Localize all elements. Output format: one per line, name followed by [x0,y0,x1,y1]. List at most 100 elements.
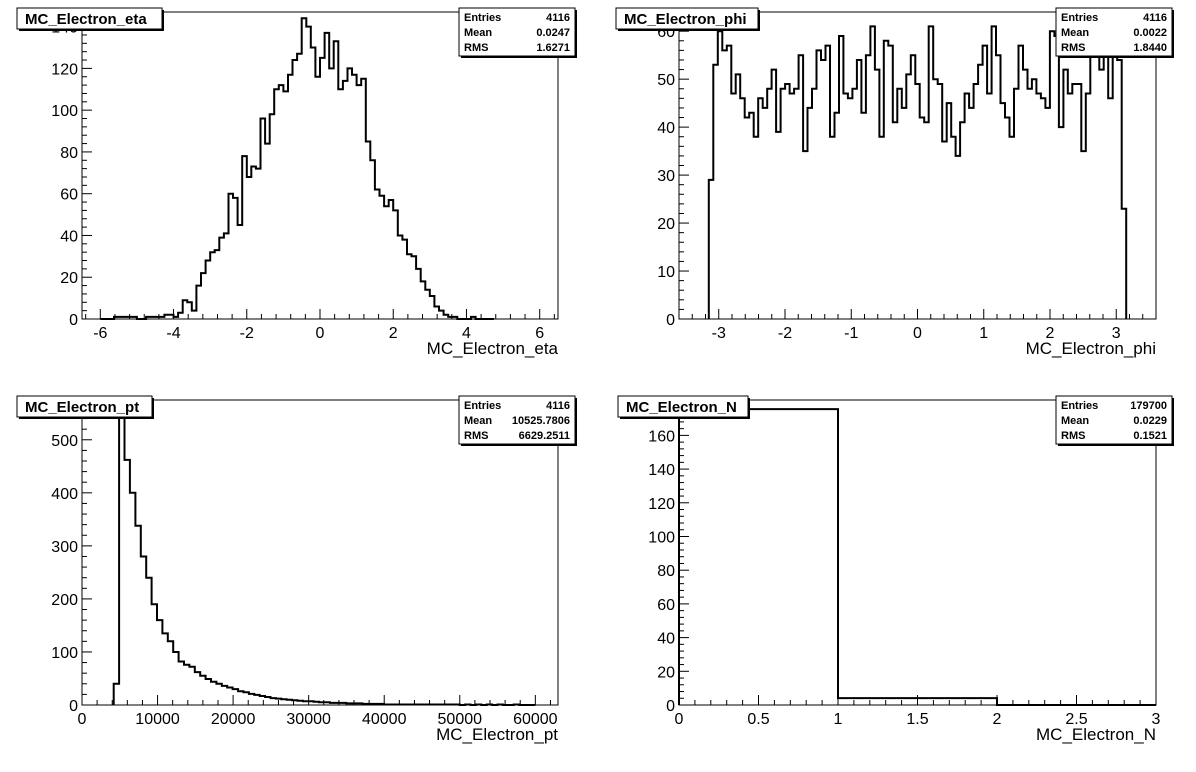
y-tick-label: 80 [657,563,675,580]
x-tick-label: 2 [389,325,398,342]
x-tick-label: 3 [1152,711,1161,728]
y-tick-label: 300 [51,539,78,556]
stats-label: RMS [1061,430,1085,442]
y-tick-label: 0 [666,698,675,715]
y-tick-label: 100 [51,103,78,120]
x-tick-label: 20000 [211,711,256,728]
stats-label: Entries [1061,400,1098,412]
plot-title: MC_Electron_phi [624,11,747,28]
y-tick-label: 500 [51,433,78,450]
y-tick-label: 120 [51,61,78,78]
x-tick-label: 2 [993,711,1002,728]
stats-label: Mean [1061,415,1089,427]
y-tick-label: 60 [657,597,675,614]
x-axis-title: MC_Electron_N [1036,725,1156,744]
y-tick-label: 100 [51,645,78,662]
y-tick-label: 140 [648,462,675,479]
x-tick-label: 1.5 [906,711,928,728]
x-axis-title: MC_Electron_pt [436,725,558,744]
histogram-line [100,17,494,320]
y-tick-label: 30 [657,168,675,185]
stats-value: 6629.2511 [519,430,570,442]
histogram-line [707,25,1128,319]
y-tick-label: 20 [657,664,675,681]
x-tick-label: -6 [93,325,107,342]
y-tick-label: 40 [657,631,675,648]
x-tick-label: 0 [78,711,87,728]
y-tick-label: 0 [666,312,675,329]
x-tick-label: -4 [166,325,180,342]
stats-label: RMS [464,42,488,54]
title-box [617,395,749,418]
x-tick-label: 1 [834,711,843,728]
x-tick-label: -1 [844,325,858,342]
stats-box [1055,7,1173,57]
plot-title: MC_Electron_pt [25,399,139,416]
stats-value: 10525.7806 [512,415,570,427]
y-tick-label: 400 [51,486,78,503]
x-tick-label: 6 [535,325,544,342]
stats-label: Entries [464,12,501,24]
y-tick-label: 20 [657,216,675,233]
stats-value: 4116 [546,12,570,24]
x-tick-label: 2.5 [1065,711,1087,728]
x-tick-label: 0.5 [747,711,769,728]
y-tick-label: 160 [648,428,675,445]
title-box [16,395,153,418]
x-axis-title: MC_Electron_eta [427,339,559,358]
x-tick-label: 10000 [135,711,180,728]
y-tick-label: 100 [648,529,675,546]
x-tick-label: 3 [1112,325,1121,342]
plot-frame [678,11,1157,320]
stats-label: RMS [1061,42,1085,54]
stats-box [1055,395,1173,445]
x-axis-title: MC_Electron_phi [1026,339,1156,358]
histogram-panel-n: 00.511.522.53020406080100120140160180MC_… [617,395,1174,744]
y-tick-label: 20 [60,270,78,287]
y-tick-label: 60 [60,187,78,204]
plot-frame [81,399,559,706]
y-tick-label: 40 [657,120,675,137]
stats-box [458,395,576,445]
stats-value: 0.0022 [1133,27,1167,39]
stats-label: Mean [1061,27,1089,39]
stats-value: 179700 [1130,400,1167,412]
histogram-panel-phi: -3 -2 -1 0 1 2 30102030405060MC_Electron_phiMC… [615,7,1174,358]
stats-label: Mean [464,415,492,427]
stats-value: 4116 [546,400,570,412]
stats-value: 1.8440 [1133,42,1167,54]
stats-label: Entries [464,400,501,412]
x-tick-label: 0 [913,325,922,342]
stats-box [458,7,576,57]
x-tick-label: 1 [979,325,988,342]
y-tick-label: 10 [657,264,675,281]
x-tick-label: 40000 [362,711,407,728]
x-tick-label: 2 [1046,325,1055,342]
y-tick-label: 40 [60,228,78,245]
x-tick-label: 4 [462,325,471,342]
stats-value: 0.0247 [536,27,570,39]
x-tick-label: 60000 [513,711,558,728]
x-tick-label: 0 [316,325,325,342]
plot-frame [678,399,1157,706]
histogram-panel-pt: 0 10000 20000 30000 40000 50000 60000 0 100 200 30… [16,395,577,744]
stats-value: 0.0229 [1133,415,1167,427]
histogram-panel-eta: -6-4-20246020406080100120140MC_Electron_… [16,7,577,358]
histogram-line [112,405,536,706]
title-box [16,7,163,30]
x-tick-label: 30000 [286,711,331,728]
x-tick-label: -3 [712,325,726,342]
x-tick-label: 0 [675,711,684,728]
stats-value: 4116 [1143,12,1167,24]
y-tick-label: 120 [648,496,675,513]
y-tick-label: 80 [60,145,78,162]
y-tick-label: 200 [51,592,78,609]
stats-label: Entries [1061,12,1098,24]
x-tick-label: -2 [778,325,792,342]
y-tick-label: 0 [69,312,78,329]
x-tick-label: -2 [240,325,254,342]
stats-label: RMS [464,430,488,442]
title-box [615,7,759,30]
stats-value: 0.1521 [1133,430,1167,442]
